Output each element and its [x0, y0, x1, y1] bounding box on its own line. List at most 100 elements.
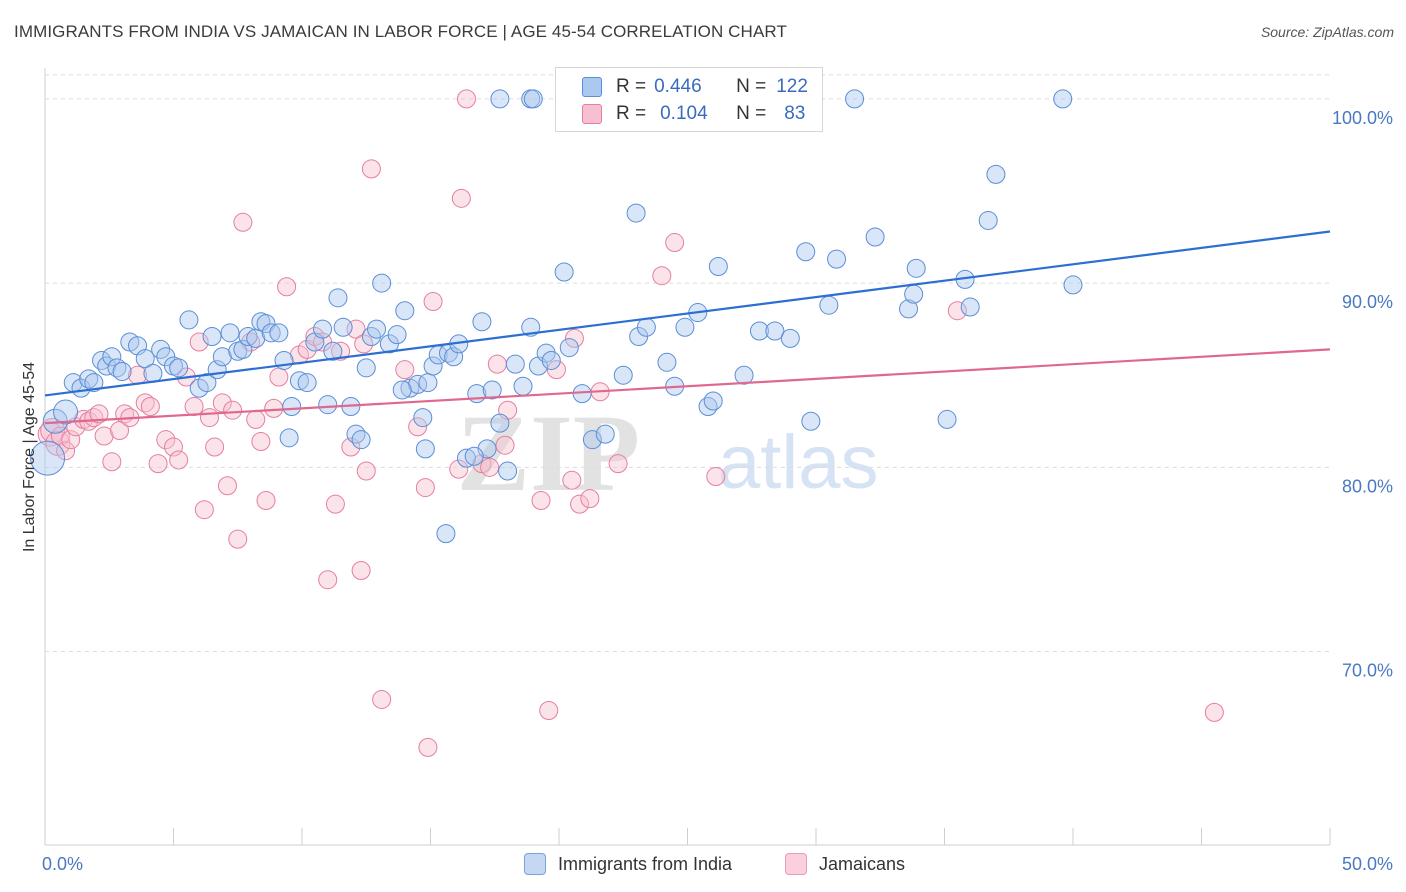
india-point: [819, 295, 839, 315]
jamaicans-point: [264, 398, 284, 418]
india-point: [143, 363, 163, 383]
india-point: [102, 347, 122, 367]
jamaicans-point: [184, 397, 204, 417]
jamaicans-point: [217, 476, 237, 496]
india-point: [256, 314, 276, 334]
india-point: [698, 397, 718, 417]
legend-swatch-india: [582, 77, 602, 97]
jamaicans-point: [608, 454, 628, 474]
jamaicans-point: [372, 689, 392, 709]
india-point: [318, 395, 338, 415]
jamaicans-point: [164, 437, 183, 457]
bottom-swatch-jamaicans: [785, 853, 807, 875]
jamaicans-point: [423, 292, 443, 312]
jamaicans-point: [706, 467, 726, 487]
legend-jam-r-label: R =: [616, 103, 647, 124]
india-point: [413, 408, 433, 428]
jamaicans-point: [325, 494, 345, 514]
india-point: [112, 362, 132, 382]
jamaicans-point: [199, 408, 219, 428]
india-point: [53, 399, 79, 425]
india-point: [212, 347, 232, 367]
jamaicans-point: [546, 360, 566, 380]
india-point: [801, 411, 821, 431]
jamaicans-point: [361, 159, 381, 179]
india-point: [513, 376, 533, 396]
legend-jam-n-label: N =: [736, 103, 767, 124]
india-point: [269, 323, 289, 343]
y-axis-label: In Labor Force | Age 45-54: [21, 362, 38, 552]
trend-lines: [44, 230, 1331, 425]
legend-india-r-value: 0.446: [654, 76, 702, 97]
jamaicans-point: [269, 367, 289, 387]
india-point: [541, 350, 561, 370]
grid: [45, 74, 1330, 653]
y-tick-label: 100.0%: [1332, 108, 1393, 128]
jamaicans-point: [89, 404, 109, 424]
jamaicans-point: [205, 437, 225, 457]
india-point: [84, 373, 104, 393]
jamaicans-point: [140, 397, 160, 417]
india-point: [328, 288, 348, 308]
india-point: [92, 350, 112, 370]
legend-swatch-jamaicans: [582, 104, 602, 124]
jamaicans-point: [480, 457, 500, 477]
jamaicans-point: [451, 188, 471, 208]
india-point: [490, 413, 510, 433]
india-point: [220, 323, 240, 343]
jamaicans-point: [251, 432, 271, 452]
legend-row-india: R = 0.446 N = 122: [582, 75, 808, 99]
india-point: [395, 301, 415, 321]
y-tick-label: 70.0%: [1342, 661, 1393, 681]
chart-title: IMMIGRANTS FROM INDIA VS JAMAICAN IN LAB…: [14, 22, 787, 41]
india-point: [490, 89, 510, 109]
jamaicans-point: [418, 737, 438, 757]
jamaicans-point: [449, 459, 469, 479]
legend-row-jamaicans: R = 0.104 N = 83: [582, 102, 805, 126]
jamaicans-point: [665, 233, 685, 253]
india-point: [387, 325, 407, 345]
watermark-zip: ZIP: [457, 392, 640, 514]
india-point: [351, 430, 371, 450]
india-point: [845, 89, 865, 109]
india-point: [289, 371, 309, 391]
india-point: [30, 440, 66, 476]
india-point: [333, 317, 353, 337]
india-point: [415, 439, 435, 459]
india-point: [554, 262, 574, 282]
india-point: [313, 319, 333, 339]
india-point: [261, 323, 281, 343]
jamaicans-point: [570, 494, 590, 514]
india-point: [423, 356, 443, 376]
watermark-atlas: atlas: [718, 420, 879, 505]
india-point: [960, 297, 980, 317]
jamaicans-point: [564, 328, 584, 348]
x-tick-label-end: 50.0%: [1342, 854, 1393, 874]
india-point: [202, 327, 222, 347]
jamaicans-point: [318, 570, 338, 590]
india-point: [521, 317, 541, 337]
jamaicans-points: [37, 89, 1224, 757]
india-point: [456, 448, 476, 468]
jamaicans-point: [1204, 702, 1224, 722]
india-point: [367, 319, 387, 339]
jamaicans-point: [84, 408, 104, 428]
jamaicans-point: [56, 441, 76, 461]
india-point: [865, 227, 885, 247]
india-point: [749, 321, 769, 341]
jamaicans-point: [102, 452, 122, 472]
jamaicans-point: [169, 450, 189, 470]
india-point: [282, 397, 302, 417]
india-point: [1053, 89, 1073, 109]
india-point: [613, 365, 633, 385]
x-tick-label-start: 0.0%: [42, 854, 83, 874]
india-point: [323, 341, 343, 361]
india-point: [523, 89, 543, 109]
jamaicans-point: [395, 360, 415, 380]
india-point: [796, 242, 816, 262]
jamaicans-point: [562, 470, 582, 490]
india-point: [1063, 275, 1083, 295]
india-point: [297, 373, 317, 393]
india-point: [708, 257, 728, 277]
bottom-legend-jamaicans: Jamaicans: [785, 852, 905, 876]
